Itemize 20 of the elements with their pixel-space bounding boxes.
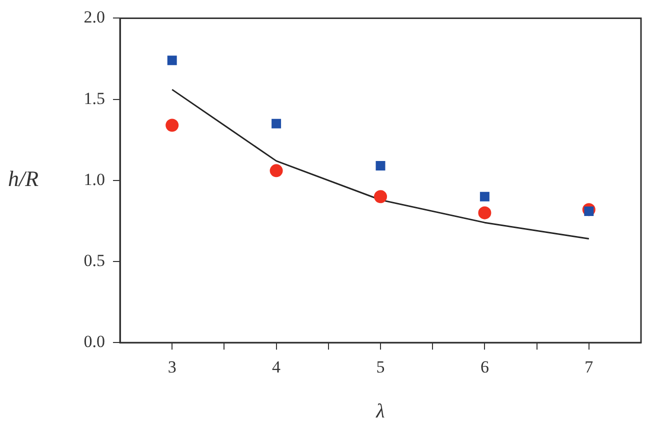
text: 1.0 xyxy=(84,170,105,189)
y-tick-label: 1.5 xyxy=(84,88,105,108)
point xyxy=(167,56,177,66)
x-axis-title: λ xyxy=(375,400,386,422)
x-tick-label: 6 xyxy=(480,357,489,376)
x-tick-label: 4 xyxy=(272,357,282,376)
text: 0.0 xyxy=(84,332,105,352)
point xyxy=(166,118,179,132)
point xyxy=(478,206,492,220)
text: 2.0 xyxy=(84,8,105,27)
x-tick-label: 7 xyxy=(584,357,594,376)
x-tick-label: 5 xyxy=(376,357,385,376)
y-axis-title: h/R xyxy=(8,166,40,192)
point xyxy=(376,161,386,171)
y-tick-label: 0.5 xyxy=(84,250,105,270)
point xyxy=(270,164,283,178)
point xyxy=(272,118,282,128)
x-tick-label: 3 xyxy=(168,357,176,376)
point xyxy=(374,190,387,204)
point xyxy=(480,192,490,202)
